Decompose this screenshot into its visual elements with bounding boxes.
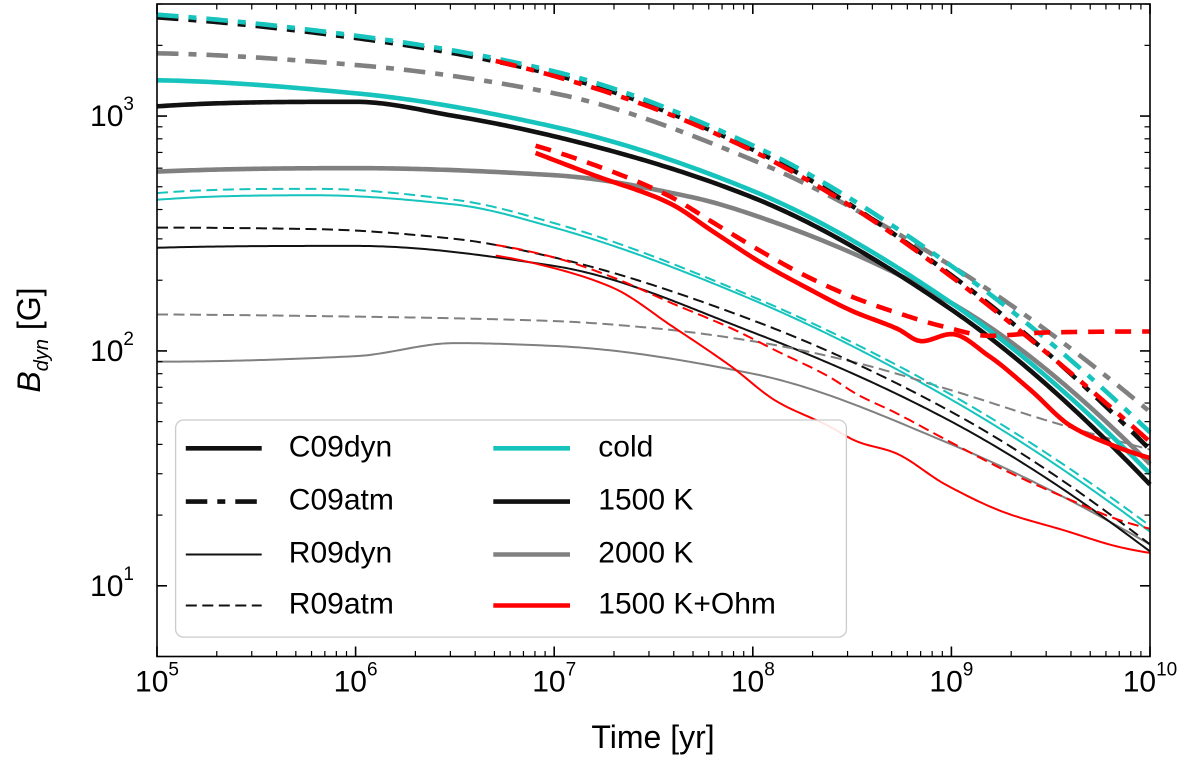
svg-text:102: 102 — [90, 329, 134, 368]
svg-text:R09dyn: R09dyn — [289, 537, 392, 570]
svg-text:101: 101 — [90, 564, 134, 603]
svg-text:1010: 1010 — [1123, 660, 1178, 699]
svg-text:1500 K: 1500 K — [598, 484, 693, 517]
svg-text:107: 107 — [532, 660, 576, 699]
svg-text:C09atm: C09atm — [289, 484, 394, 517]
svg-text:C09dyn: C09dyn — [289, 430, 392, 463]
svg-text:1500 K+Ohm: 1500 K+Ohm — [598, 588, 776, 621]
svg-text:cold: cold — [598, 430, 653, 463]
svg-text:R09atm: R09atm — [289, 588, 394, 621]
svg-text:Bdyn [G]: Bdyn [G] — [11, 287, 53, 392]
svg-text:Time [yr]: Time [yr] — [591, 719, 714, 755]
svg-text:106: 106 — [334, 660, 378, 699]
svg-text:108: 108 — [731, 660, 775, 699]
svg-text:109: 109 — [929, 660, 973, 699]
svg-text:103: 103 — [90, 94, 134, 133]
svg-text:2000 K: 2000 K — [598, 537, 693, 570]
svg-text:105: 105 — [135, 660, 179, 699]
